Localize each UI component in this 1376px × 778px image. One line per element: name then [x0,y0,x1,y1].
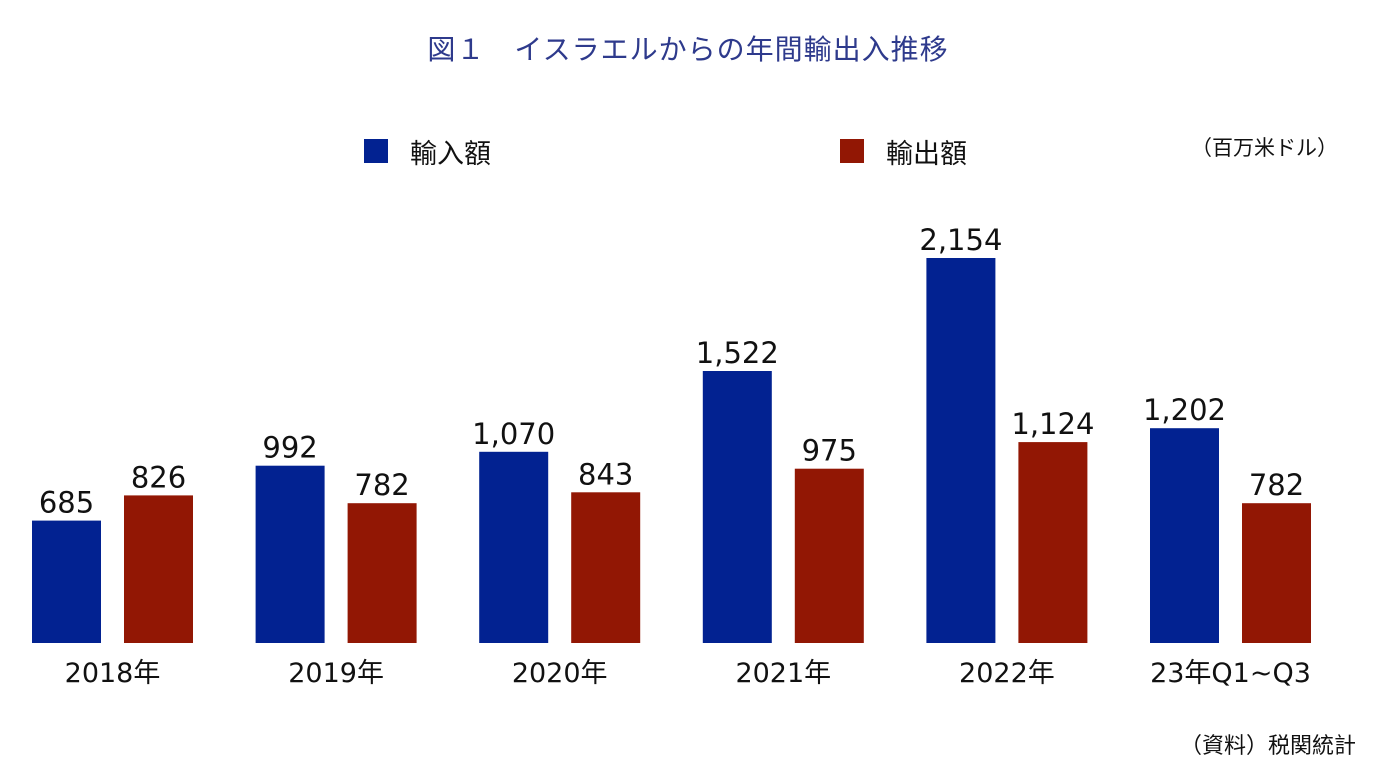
x-tick-label-1: 2019年 [288,658,384,689]
import-value-label-1: 992 [262,431,317,465]
source-note: （資料）税関統計 [1179,734,1356,759]
export-bar-1 [347,503,417,643]
legend-swatch-export [840,139,864,163]
import-value-label-4: 2,154 [919,223,1002,257]
export-bar-0 [124,495,193,643]
export-bar-5 [1242,503,1311,643]
import-bar-1 [255,465,325,643]
x-tick-label-0: 2018年 [65,658,161,689]
legend-item-export: 輸出額 [840,136,967,170]
import-value-label-0: 685 [39,486,94,520]
import-value-label-3: 1,522 [696,336,779,370]
x-tick-label-4: 2022年 [959,658,1055,689]
legend-label-export: 輸出額 [886,138,967,170]
chart-title: 図１ イスラエルからの年間輸出入推移 [427,33,949,66]
import-bar-2 [479,451,549,643]
legend-label-import: 輸入額 [410,138,491,170]
unit-label: （百万米ドル） [1191,136,1338,160]
import-value-label-2: 1,070 [472,417,555,451]
export-bar-4 [1018,442,1088,643]
legend-item-import: 輸入額 [364,136,491,170]
export-value-label-1: 782 [354,468,409,502]
export-value-label-0: 826 [131,460,186,494]
import-bar-3 [702,371,772,643]
x-tick-label-3: 2021年 [735,658,831,689]
import-value-label-5: 1,202 [1143,393,1226,427]
import-bar-4 [926,258,996,643]
export-value-label-3: 975 [802,434,857,468]
legend-swatch-import [364,139,388,163]
export-value-label-2: 843 [578,457,633,491]
export-value-label-5: 782 [1249,468,1304,502]
export-value-label-4: 1,124 [1011,407,1094,441]
export-bar-2 [571,492,641,643]
export-bar-3 [794,468,864,643]
import-bar-0 [32,520,101,643]
import-bar-5 [1150,428,1219,643]
x-tick-label-2: 2020年 [512,658,608,689]
x-tick-label-5: 23年Q1~Q3 [1150,658,1311,689]
